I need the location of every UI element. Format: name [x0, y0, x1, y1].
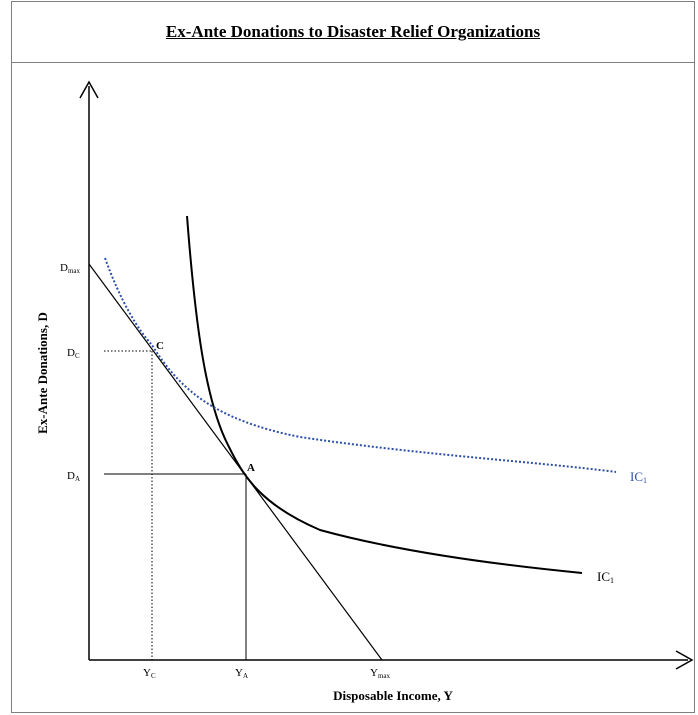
x-axis-arrow	[675, 650, 694, 670]
ic-solid-label: IC1	[597, 569, 614, 585]
dc-tick-label: DC	[67, 347, 80, 360]
title-bar: Ex-Ante Donations to Disaster Relief Org…	[12, 2, 694, 63]
yc-tick-label: YC	[143, 667, 156, 680]
y-axis-title: Ex-Ante Donations, D	[35, 312, 50, 434]
ic-solid-curve	[186, 215, 583, 574]
ic-dotted-label: IC1	[630, 469, 647, 485]
ic-dotted-curve	[104, 257, 617, 473]
ymax-tick-label: Ymax	[370, 667, 391, 680]
point-c-label: C	[156, 340, 164, 352]
budget-line	[88, 263, 383, 661]
figure-title: Ex-Ante Donations to Disaster Relief Org…	[165, 22, 541, 41]
figure-frame: Ex-Ante Donations to Disaster Relief Org…	[11, 1, 695, 713]
point-a-label: A	[247, 462, 255, 474]
y-axis-arrow	[79, 80, 99, 99]
x-axis-title: Disposable Income, Y	[333, 688, 453, 703]
ya-tick-label: YA	[235, 667, 248, 680]
da-tick-label: DA	[67, 470, 80, 483]
dmax-tick-label: Dmax	[60, 262, 81, 275]
